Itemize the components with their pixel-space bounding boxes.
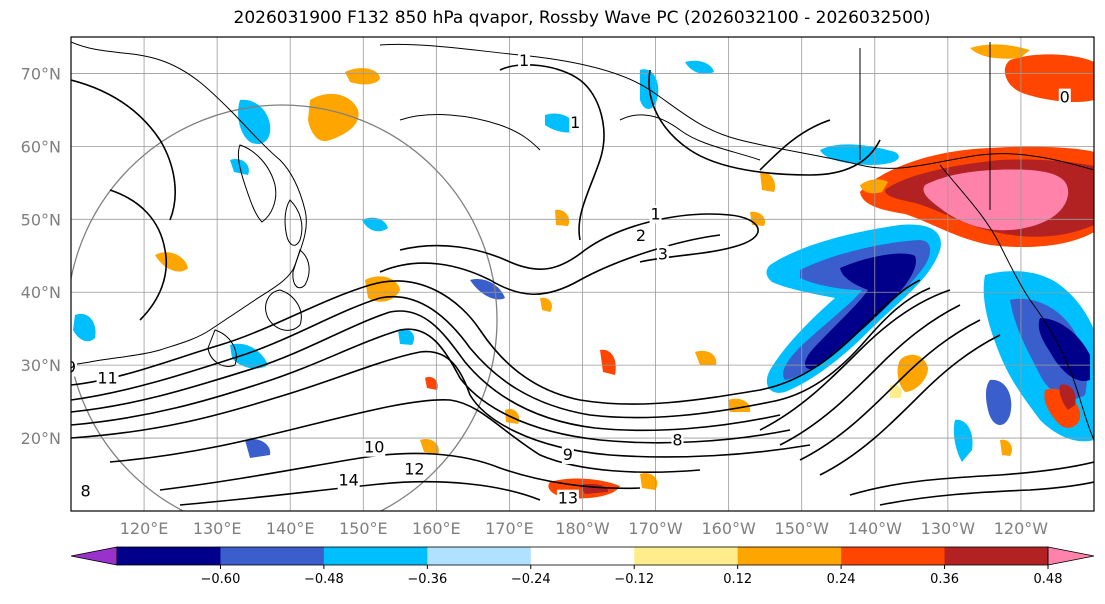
colorbar-swatch [427, 547, 532, 565]
longitude-label: 130°E [193, 519, 242, 538]
contour-label: 14 [338, 470, 358, 489]
latitude-label: 20°N [21, 429, 61, 448]
longitude-label: 120°W [994, 519, 1049, 538]
map-title: 2026031900 F132 850 hPa qvapor, Rossby W… [233, 8, 931, 28]
latitude-label: 70°N [21, 64, 61, 83]
colorbar-swatch [117, 547, 221, 565]
contour-label: 2 [636, 226, 646, 245]
colorbar: −0.60 −0.48 −0.36 −0.24 −0.12 0.12 0.24 0.36 0.4… [70, 546, 1095, 587]
colorbar-swatch [944, 547, 1049, 565]
contour-label-bg [649, 205, 662, 224]
contour-label-bg [337, 471, 360, 490]
contour-label-bg [634, 227, 647, 246]
colorbar-frame [116, 546, 1049, 566]
longitude-label: 140°W [848, 519, 903, 538]
colorbar-tick-label: 0.24 [827, 572, 856, 587]
colorbar-swatch [841, 547, 946, 565]
latitude-labels: 70°N 60°N 50°N 40°N 30°N 20°N [21, 64, 61, 448]
longitude-label: 160°W [701, 519, 756, 538]
longitude-labels: 120°E 130°E 140°E 150°E 160°E 170°E 180°W 170°W… [120, 519, 1049, 538]
contour-label: 0 [1060, 88, 1070, 107]
contour-label-bg [561, 445, 574, 464]
colorbar-tick-label: −0.60 [201, 572, 241, 587]
contour-label: 10 [364, 438, 384, 457]
contour-label-bg [656, 245, 669, 264]
contour-label-bg [569, 114, 582, 133]
colorbar-swatch [530, 547, 635, 565]
colorbar-extend-low [70, 546, 118, 566]
contour-label-bg [79, 482, 92, 501]
contour-label: 11 [97, 368, 117, 387]
colorbar-tick-label: −0.12 [614, 572, 654, 587]
colorbar-tick-label: −0.24 [511, 572, 551, 587]
longitude-label: 180°W [555, 519, 610, 538]
contour-label-bg [556, 489, 579, 508]
contour-label: 1 [519, 51, 529, 70]
reference-circle [71, 104, 498, 511]
contour-label-bg [71, 358, 77, 377]
colorbar-tick-label: 0.12 [723, 572, 752, 587]
contour-label-bg [1058, 88, 1071, 107]
colorbar-swatch [220, 547, 325, 565]
moisture-anomaly-fill [73, 44, 1094, 499]
contour-label-bg [518, 52, 531, 71]
colorbar-tick-label: −0.48 [304, 572, 344, 587]
longitude-label: 140°E [266, 519, 315, 538]
latitude-label: 50°N [21, 210, 61, 229]
latitude-label: 60°N [21, 137, 61, 156]
contour-label: 3 [658, 244, 668, 263]
latitude-label: 30°N [21, 356, 61, 375]
contour-label: 13 [558, 489, 578, 508]
map-frame [70, 36, 1095, 512]
colorbar-swatch [323, 547, 428, 565]
contour-label: 1 [650, 204, 660, 223]
contour-label-bg [363, 438, 386, 457]
contour-label-bg [403, 460, 426, 479]
longitude-label: 170°E [485, 519, 534, 538]
longitude-label: 120°E [120, 519, 169, 538]
colorbar-tick-label: −0.36 [407, 572, 447, 587]
colorbar-tick-label: 0.48 [1034, 572, 1063, 587]
longitude-label: 160°E [412, 519, 461, 538]
contour-label: 9 [563, 445, 573, 464]
colorbar-extend-high [1047, 546, 1095, 566]
longitude-label: 170°W [628, 519, 683, 538]
longitude-label: 150°W [775, 519, 830, 538]
colorbar-swatch [737, 547, 842, 565]
contour-label-bg [671, 431, 684, 450]
colorbar-tick-label: 0.36 [930, 572, 959, 587]
contour-label: 1 [570, 113, 580, 132]
colorbar-swatch [634, 547, 739, 565]
longitude-label: 130°W [921, 519, 976, 538]
contour-label-bg [96, 369, 119, 388]
longitude-label: 150°E [339, 519, 388, 538]
contour-label: 8 [81, 481, 91, 500]
contour-label: 9 [66, 357, 76, 376]
contour-label: 12 [404, 460, 424, 479]
contour-label: 8 [672, 430, 682, 449]
latitude-label: 40°N [21, 283, 61, 302]
